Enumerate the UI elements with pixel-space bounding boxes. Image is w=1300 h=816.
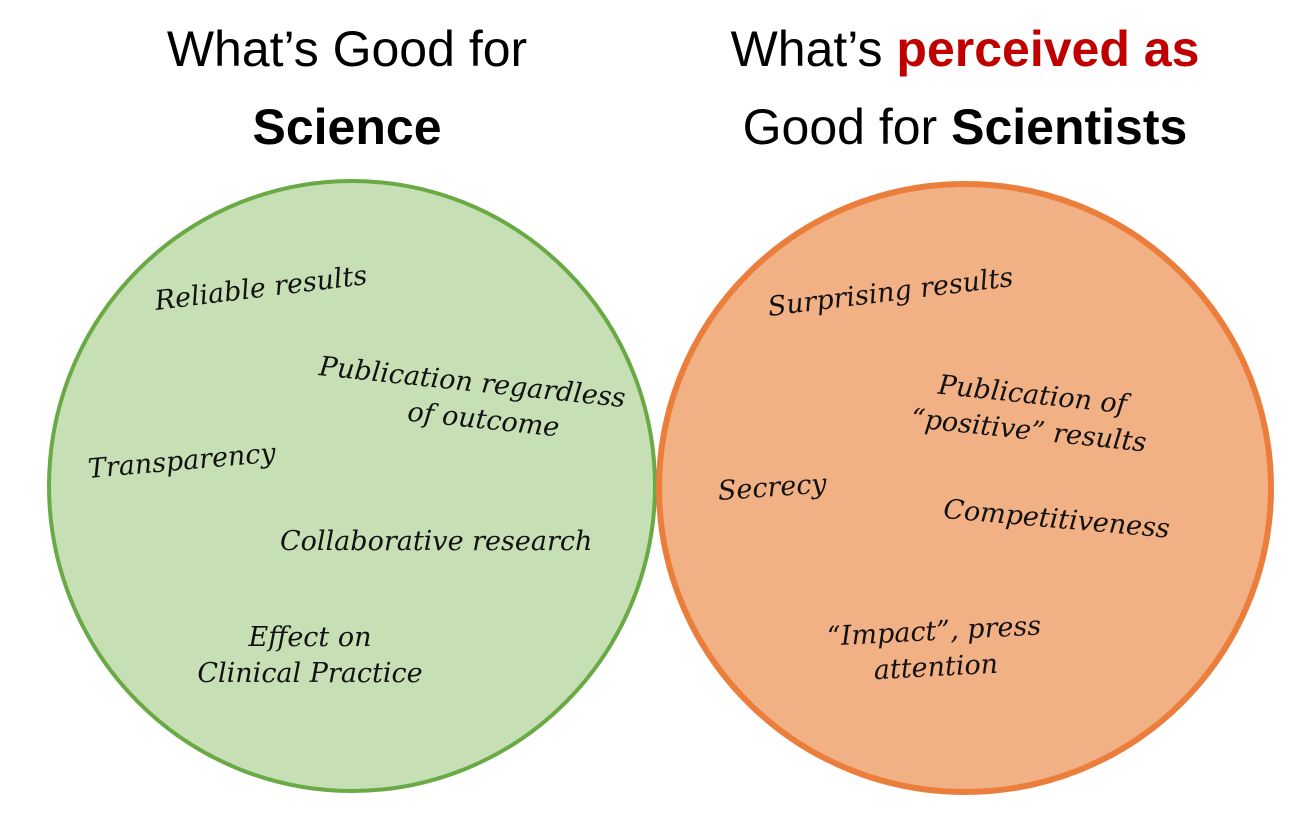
left-title-line2: Science [147, 98, 547, 156]
right-title-pre2: Good for [742, 99, 952, 155]
item-effect-line1: Effect on [248, 622, 372, 653]
scientists-circle [656, 181, 1274, 795]
item-impact-press: “Impact”, press attention [813, 608, 1056, 692]
right-title-bold: Scientists [951, 99, 1188, 155]
right-title-line1: What’s perceived as [700, 20, 1230, 78]
right-title-line2: Good for Scientists [700, 98, 1230, 156]
left-title-bold: Science [252, 99, 442, 155]
item-effect-clinical: Effect on Clinical Practice [190, 620, 430, 692]
right-title-accent: perceived as [896, 21, 1200, 77]
item-effect-line2: Clinical Practice [197, 658, 423, 689]
item-secrecy: Secrecy [716, 468, 828, 507]
left-title-line1: What’s Good for [166, 21, 528, 77]
right-title-pre: What’s [730, 21, 897, 77]
item-collaborative-research: Collaborative research [280, 526, 593, 557]
science-circle [47, 179, 657, 793]
